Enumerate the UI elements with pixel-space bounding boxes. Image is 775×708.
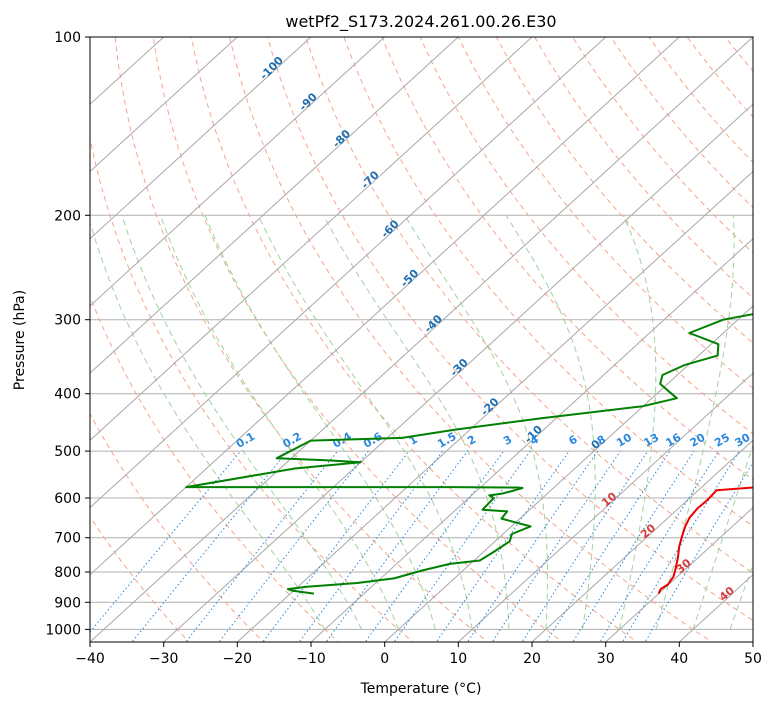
mixing-ratio-line — [466, 450, 599, 642]
x-tick-label: −40 — [75, 651, 105, 667]
moist-adiabat — [505, 215, 596, 630]
mixing-ratio-line — [621, 450, 740, 642]
y-tick-label: 900 — [54, 595, 81, 611]
isotherm-line — [90, 37, 607, 509]
x-tick-label: 20 — [523, 651, 541, 667]
dry-adiabat — [114, 37, 489, 642]
x-tick-label: 40 — [670, 651, 688, 667]
isotherm-line — [236, 170, 753, 642]
x-tick-label: −10 — [296, 651, 326, 667]
background-lines — [90, 37, 753, 642]
y-tick-label: 300 — [54, 313, 81, 329]
isotherm-line — [90, 37, 533, 442]
dry-adiabat — [90, 412, 265, 642]
dry-adiabat — [190, 37, 638, 642]
y-tick-label: 400 — [54, 387, 81, 403]
dry-adiabat — [90, 135, 414, 642]
temperature-profile — [657, 486, 753, 594]
x-axis-title: Temperature (°C) — [360, 681, 482, 697]
y-tick-label: 600 — [54, 491, 81, 507]
chart-title: wetPf2_S173.2024.261.00.26.E30 — [285, 12, 556, 32]
isotherm-line — [605, 506, 753, 642]
isotherm-line — [90, 37, 459, 374]
moist-adiabat — [618, 215, 657, 630]
moist-adiabat — [323, 215, 510, 630]
mixing-ratio-line — [491, 450, 621, 642]
y-axis: 100 200 300 400 500 600 700 800 900 1000 — [45, 30, 90, 638]
y-tick-label: 200 — [54, 208, 81, 224]
x-tick-label: 50 — [744, 651, 762, 667]
mixing-ratio-line — [572, 450, 695, 642]
moist-adiabat — [159, 215, 399, 630]
isotherm-line — [531, 439, 753, 642]
dry-adiabat — [90, 295, 339, 642]
isotherm-line — [163, 103, 753, 642]
x-tick-label: 30 — [597, 651, 615, 667]
mixing-ratio-line — [185, 450, 338, 642]
mixing-ratio-line — [599, 450, 720, 642]
x-tick-label: 10 — [449, 651, 467, 667]
dry-adiabat — [457, 37, 753, 389]
isotherm-line — [384, 305, 753, 642]
isotherm-line — [310, 237, 753, 642]
dry-adiabat — [305, 37, 753, 574]
isotherm-line — [90, 37, 680, 576]
x-tick-label: −30 — [149, 651, 179, 667]
dewpoint-profile — [185, 313, 753, 595]
isotherm-line — [90, 37, 386, 307]
x-axis: −40 −30 −20 −10 0 10 20 30 40 50 — [75, 642, 762, 667]
isotherm-line — [90, 37, 753, 642]
dry-adiabat — [90, 515, 190, 642]
mixing-ratio-line — [364, 450, 505, 642]
dry-adiabat — [534, 37, 753, 299]
x-tick-label: 0 — [380, 651, 389, 667]
y-tick-label: 1000 — [45, 622, 81, 638]
mixing-ratio-line — [131, 450, 288, 642]
dry-adiabat — [343, 37, 753, 527]
dry-adiabat — [229, 37, 713, 642]
y-tick-label: 500 — [54, 444, 81, 460]
y-tick-label: 700 — [54, 531, 81, 547]
isotherm-line — [457, 372, 753, 642]
profile-layer — [185, 313, 753, 595]
y-tick-label: 800 — [54, 565, 81, 581]
dry-adiabat — [152, 37, 564, 642]
moist-adiabat — [121, 215, 363, 630]
mixing-ratio-line — [393, 450, 531, 642]
isotherm-line — [90, 37, 238, 173]
mixing-ratio-line — [325, 450, 468, 642]
mixing-ratio-line — [218, 450, 369, 642]
dry-adiabat — [381, 37, 753, 481]
dry-adiabat — [267, 37, 753, 622]
moist-adiabat — [204, 215, 436, 630]
moist-adiabat — [655, 215, 735, 630]
mixing-ratio-line — [545, 450, 671, 642]
isotherm-line — [90, 37, 312, 240]
dry-adiabat — [419, 37, 753, 435]
y-tick-label: 100 — [54, 30, 81, 46]
mixing-ratio-line — [521, 450, 649, 642]
x-tick-label: −20 — [223, 651, 253, 667]
mixing-ratio-line — [435, 450, 570, 642]
y-axis-title: Pressure (hPa) — [12, 290, 28, 390]
plot-frame — [89, 36, 754, 643]
